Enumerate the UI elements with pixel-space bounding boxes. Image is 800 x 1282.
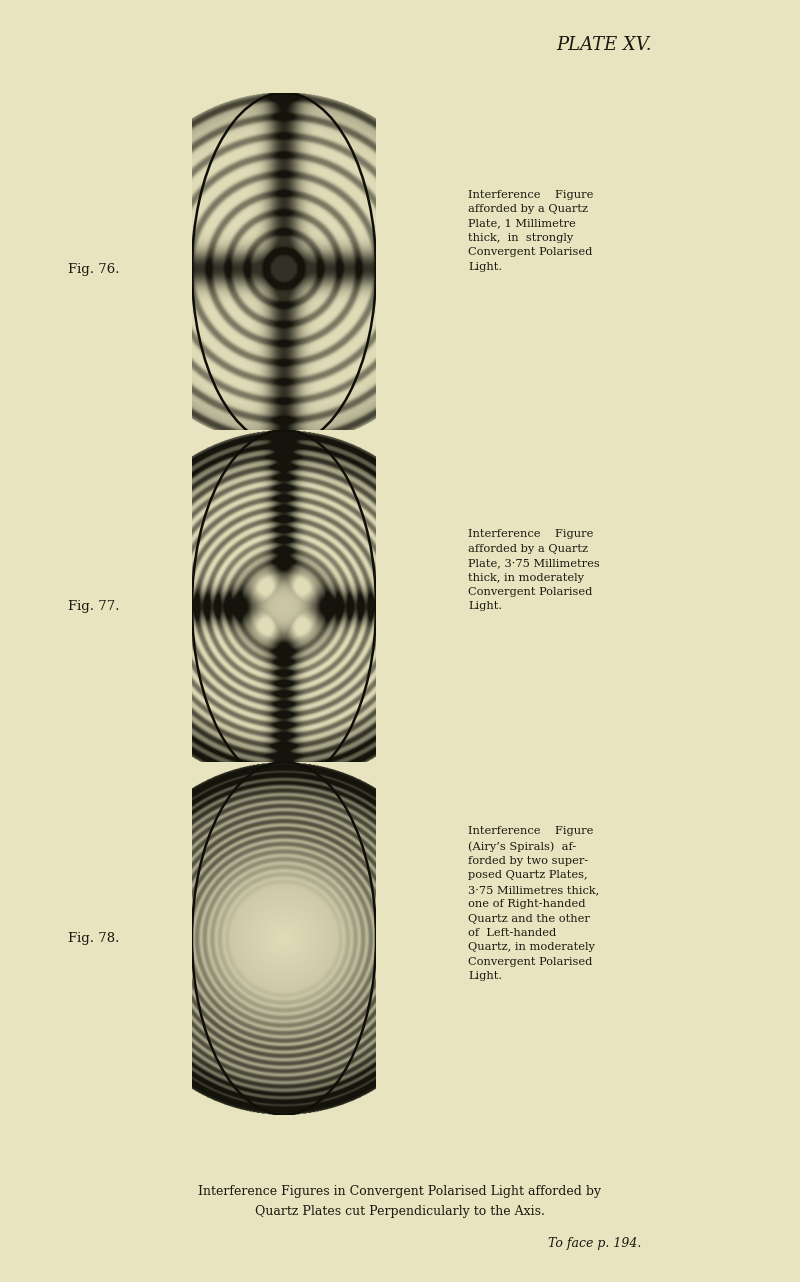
Text: Interference    Figure
afforded by a Quartz
Plate, 1 Millimetre
thick,  in  stro: Interference Figure afforded by a Quartz… [468, 190, 594, 272]
Text: Fig. 77.: Fig. 77. [68, 600, 119, 613]
Text: Interference    Figure
afforded by a Quartz
Plate, 3·75 Millimetres
thick, in mo: Interference Figure afforded by a Quartz… [468, 529, 600, 612]
Text: Fig. 78.: Fig. 78. [68, 932, 119, 945]
Text: Fig. 76.: Fig. 76. [68, 263, 119, 276]
Text: PLATE XV.: PLATE XV. [556, 36, 651, 54]
Text: Interference    Figure
(Airy’s Spirals)  af-
forded by two super-
posed Quartz P: Interference Figure (Airy’s Spirals) af-… [468, 827, 599, 981]
Text: To face p. 194.: To face p. 194. [548, 1237, 642, 1250]
Text: Interference Figures in Convergent Polarised Light afforded by
Quartz Plates cut: Interference Figures in Convergent Polar… [198, 1185, 602, 1218]
